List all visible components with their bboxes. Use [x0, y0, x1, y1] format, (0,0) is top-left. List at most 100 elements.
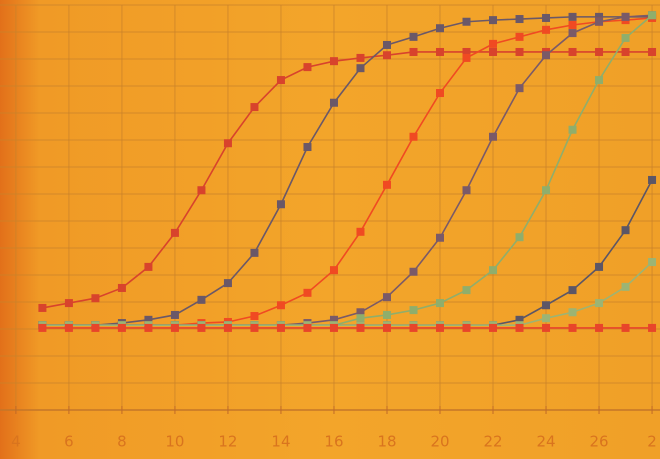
point: [409, 48, 417, 56]
point: [569, 48, 577, 56]
point: [489, 16, 497, 24]
point: [383, 324, 391, 332]
point: [463, 18, 471, 26]
point: [356, 228, 364, 236]
point: [542, 26, 550, 34]
x-tick-label: 12: [218, 433, 237, 451]
point: [356, 64, 364, 72]
point: [569, 308, 577, 316]
point: [250, 249, 258, 257]
point: [224, 139, 232, 147]
point: [171, 311, 179, 319]
point: [224, 279, 232, 287]
point: [118, 284, 126, 292]
point: [356, 324, 364, 332]
point: [383, 311, 391, 319]
point: [303, 289, 311, 297]
point: [356, 314, 364, 322]
chart: 4681012141618202224262: [0, 0, 660, 459]
point: [330, 99, 338, 107]
point: [383, 51, 391, 59]
point: [197, 296, 205, 304]
x-tick-label: 18: [377, 433, 396, 451]
point: [516, 48, 524, 56]
point: [622, 34, 630, 42]
point: [144, 324, 152, 332]
x-tick-label: 24: [536, 433, 555, 451]
point: [38, 324, 46, 332]
point: [648, 176, 656, 184]
point: [622, 283, 630, 291]
x-tick-label: 26: [589, 433, 608, 451]
point: [330, 266, 338, 274]
point: [197, 324, 205, 332]
point: [65, 299, 73, 307]
point: [436, 299, 444, 307]
point: [595, 18, 603, 26]
point: [277, 76, 285, 84]
point: [648, 48, 656, 56]
point: [622, 226, 630, 234]
point: [516, 33, 524, 41]
point: [436, 48, 444, 56]
point: [516, 233, 524, 241]
point: [144, 263, 152, 271]
point: [409, 324, 417, 332]
point: [91, 294, 99, 302]
point: [489, 48, 497, 56]
point: [489, 324, 497, 332]
point: [250, 312, 258, 320]
point: [303, 143, 311, 151]
point: [569, 21, 577, 29]
point: [330, 324, 338, 332]
point: [277, 301, 285, 309]
point: [542, 301, 550, 309]
point: [569, 29, 577, 37]
series-line: [42, 180, 652, 325]
point: [383, 181, 391, 189]
point: [648, 324, 656, 332]
point: [303, 63, 311, 71]
x-tick-label: 2: [647, 433, 657, 451]
point: [622, 48, 630, 56]
point: [250, 103, 258, 111]
point: [409, 133, 417, 141]
point: [250, 324, 258, 332]
point: [622, 13, 630, 21]
point: [542, 51, 550, 59]
point: [277, 324, 285, 332]
point: [65, 324, 73, 332]
x-tick-label: 6: [64, 433, 74, 451]
point: [542, 324, 550, 332]
x-tick-label: 10: [165, 433, 184, 451]
point: [595, 299, 603, 307]
point: [91, 324, 99, 332]
x-tick-label: 8: [117, 433, 127, 451]
point: [569, 324, 577, 332]
point: [542, 314, 550, 322]
point: [463, 54, 471, 62]
x-tick-label: 14: [271, 433, 290, 451]
point: [436, 234, 444, 242]
point: [595, 324, 603, 332]
point: [383, 293, 391, 301]
x-tick-label: 4: [11, 433, 21, 451]
point: [595, 76, 603, 84]
point: [463, 286, 471, 294]
point: [171, 324, 179, 332]
point: [516, 84, 524, 92]
point: [463, 186, 471, 194]
point: [489, 266, 497, 274]
point: [648, 11, 656, 19]
point: [569, 286, 577, 294]
point: [224, 324, 232, 332]
point: [648, 258, 656, 266]
point: [516, 324, 524, 332]
point: [197, 186, 205, 194]
point: [383, 41, 391, 49]
point: [436, 89, 444, 97]
point: [489, 40, 497, 48]
point: [569, 126, 577, 134]
point: [542, 14, 550, 22]
point: [436, 324, 444, 332]
